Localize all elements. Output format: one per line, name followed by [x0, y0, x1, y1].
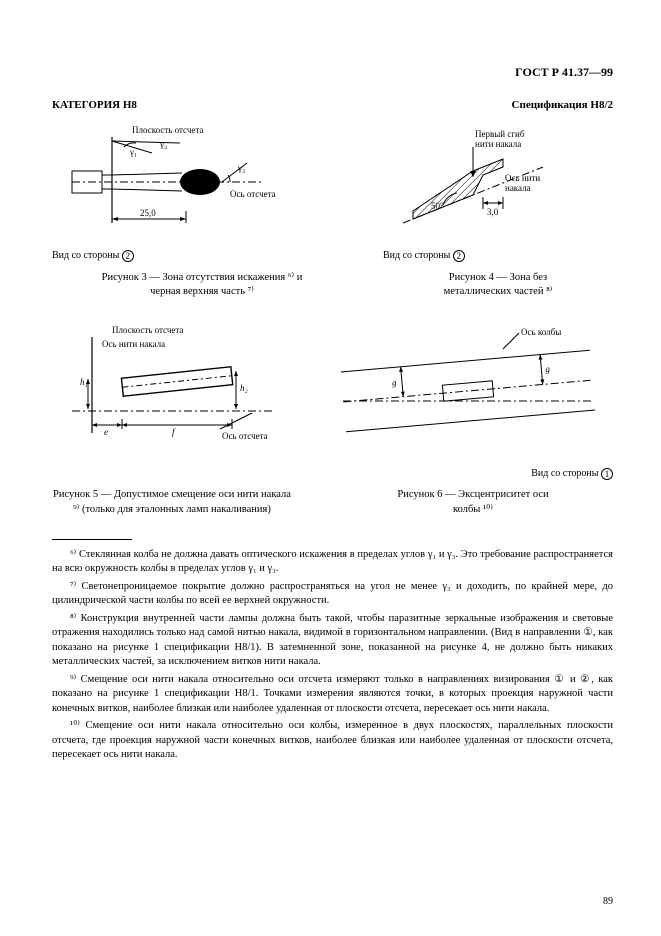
svg-text:h₁: h₁ — [80, 377, 88, 387]
svg-text:3,0: 3,0 — [487, 207, 499, 217]
svg-text:Ось отсчета: Ось отсчета — [230, 189, 276, 199]
figure-4: Первый сгибнити накала Ось нитинакала 50… — [383, 123, 613, 243]
svg-text:f: f — [172, 427, 176, 437]
svg-text:g: g — [392, 377, 398, 387]
footnote-10: ¹⁰⁾ Смещение оси нити накала относительн… — [52, 719, 613, 762]
svg-text:Ось отсчета: Ось отсчета — [222, 431, 268, 441]
title-row: КАТЕГОРИЯ Н8 Спецификация Н8/2 — [52, 98, 613, 113]
svg-text:g: g — [545, 364, 551, 374]
svg-text:Ось колбы: Ось колбы — [521, 327, 561, 337]
document-code: ГОСТ Р 41.37—99 — [52, 64, 613, 80]
figure-3: Плоскость отсчета γ₁ γ₂ γ₃ Ось отсче — [52, 123, 352, 243]
footnotes-block: ⁶⁾ Стеклянная колба не должна давать опт… — [52, 548, 613, 763]
fig4-side-view: Вид со стороны 2 — [383, 249, 613, 263]
fig5-side-spacer — [52, 467, 342, 481]
svg-text:Ось нитинакала: Ось нитинакала — [505, 173, 540, 193]
fig5-caption: Рисунок 5 — Допустимое смещение оси нити… — [52, 488, 292, 516]
fig6-side-view: Вид со стороны 1 — [342, 467, 613, 481]
caption-row-2: Рисунок 5 — Допустимое смещение оси нити… — [52, 488, 613, 516]
svg-text:Плоскость отсчета: Плоскость отсчета — [112, 325, 183, 335]
svg-text:50°: 50° — [431, 201, 444, 211]
svg-text:e: e — [104, 427, 108, 437]
figure-row-1: Плоскость отсчета γ₁ γ₂ γ₃ Ось отсче — [52, 123, 613, 243]
svg-text:Ось нити накала: Ось нити накала — [102, 339, 165, 349]
fig3-side-view: Вид со стороны 2 — [52, 249, 352, 263]
figure-5: Плоскость отсчета Ось нити накала Ось от… — [52, 321, 312, 461]
page-number: 89 — [603, 895, 613, 909]
caption-row-1: Рисунок 3 — Зона отсутствия искажения ⁶⁾… — [52, 271, 613, 299]
side-view-row-1: Вид со стороны 2 Вид со стороны 2 — [52, 249, 613, 263]
spec-label: Спецификация Н8/2 — [512, 98, 613, 113]
side-view-row-2: Вид со стороны 1 — [52, 467, 613, 481]
footnote-8: ⁸⁾ Конструкция внутренней части лампы до… — [52, 612, 613, 670]
figure-row-2: Плоскость отсчета Ось нити накала Ось от… — [52, 321, 613, 461]
footnote-9: ⁹⁾ Смещение оси нити накала относительно… — [52, 673, 613, 716]
fig6-caption: Рисунок 6 — Эксцентриситет оси колбы ¹⁰⁾ — [333, 488, 613, 516]
svg-text:γ₃: γ₃ — [237, 163, 245, 173]
fig3-plane-label: Плоскость отсчета — [132, 125, 203, 135]
footnote-7: ⁷⁾ Светонепроницаемое покрытие должно ра… — [52, 580, 613, 609]
footnote-6: ⁶⁾ Стеклянная колба не должна давать опт… — [52, 548, 613, 577]
footnote-rule — [52, 539, 132, 540]
category-label: КАТЕГОРИЯ Н8 — [52, 98, 137, 113]
fig4-bend-label: Первый сгибнити накала — [475, 129, 525, 149]
svg-text:γ₁: γ₁ — [129, 147, 137, 157]
svg-text:25,0: 25,0 — [140, 208, 156, 218]
fig3-caption: Рисунок 3 — Зона отсутствия искажения ⁶⁾… — [52, 271, 352, 299]
svg-text:γ₂: γ₂ — [159, 139, 167, 149]
figure-6: Ось колбы g g — [333, 321, 613, 461]
svg-text:h₂: h₂ — [240, 383, 248, 393]
fig4-caption: Рисунок 4 — Зона без металлических часте… — [383, 271, 613, 299]
